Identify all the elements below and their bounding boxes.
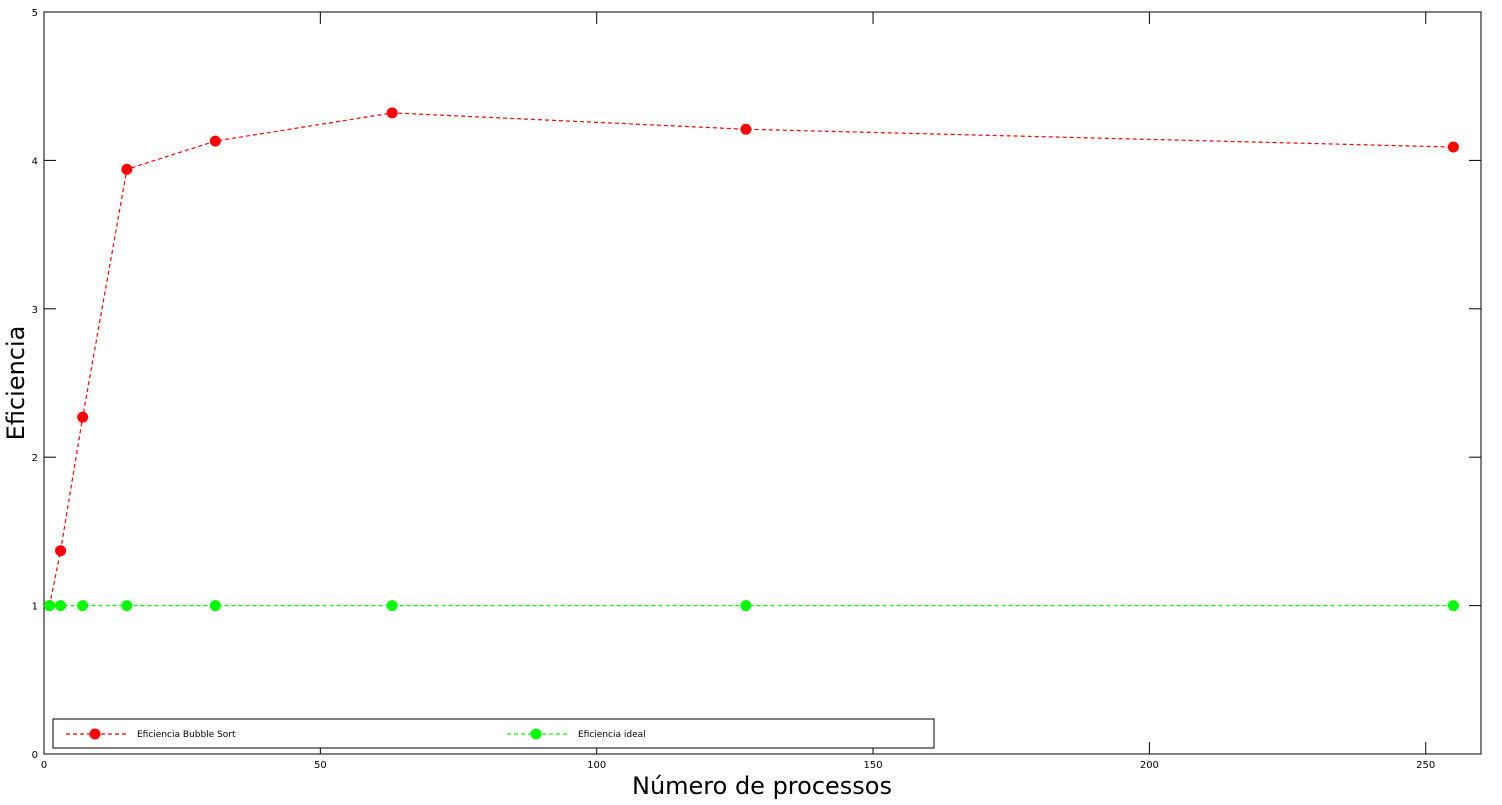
data-point bbox=[77, 411, 89, 423]
legend-box bbox=[52, 718, 935, 749]
legend: Eficiencia Bubble Sort Eficiencia ideal bbox=[52, 718, 935, 749]
data-point bbox=[121, 163, 133, 175]
series-1 bbox=[44, 600, 1459, 612]
y-tick-label: 5 bbox=[32, 8, 38, 19]
x-tick-label: 200 bbox=[1140, 760, 1159, 771]
data-point bbox=[55, 600, 67, 612]
data-point bbox=[740, 123, 752, 135]
series-line bbox=[48, 112, 1454, 606]
legend-label: Eficiencia ideal bbox=[578, 730, 646, 740]
data-point bbox=[209, 135, 221, 147]
data-point bbox=[1447, 600, 1459, 612]
y-axis-title: Eficiencia bbox=[2, 326, 30, 441]
x-tick-label: 50 bbox=[314, 760, 327, 771]
data-point bbox=[740, 600, 752, 612]
y-tick-label: 2 bbox=[32, 453, 38, 464]
data-point bbox=[77, 600, 89, 612]
y-tick-label: 3 bbox=[32, 305, 38, 316]
data-point bbox=[209, 600, 221, 612]
legend-label: Eficiencia Bubble Sort bbox=[137, 730, 236, 740]
y-tick-label: 1 bbox=[32, 602, 38, 613]
x-tick-label: 150 bbox=[863, 760, 882, 771]
legend-marker bbox=[530, 728, 542, 740]
data-point bbox=[386, 107, 398, 119]
plot-area bbox=[43, 11, 1482, 755]
x-axis-title: Número de processos bbox=[632, 772, 892, 800]
legend-marker bbox=[89, 728, 101, 740]
x-tick-label: 250 bbox=[1416, 760, 1435, 771]
data-point bbox=[121, 600, 133, 612]
legend-item-1: Eficiencia ideal bbox=[507, 728, 646, 740]
y-tick-label: 4 bbox=[32, 156, 38, 167]
data-point bbox=[1447, 141, 1459, 153]
data-point bbox=[55, 545, 67, 557]
y-tick-label: 0 bbox=[32, 750, 38, 761]
series-layer bbox=[44, 107, 1459, 612]
data-point bbox=[386, 600, 398, 612]
data-point bbox=[44, 600, 56, 612]
axis-ticks: 0 50 100 150 200 250 0 1 2 3 4 5 bbox=[32, 8, 1481, 771]
x-tick-label: 0 bbox=[41, 760, 47, 771]
legend-item-0: Eficiencia Bubble Sort bbox=[66, 728, 236, 740]
series-0 bbox=[44, 107, 1459, 612]
x-tick-label: 100 bbox=[587, 760, 606, 771]
